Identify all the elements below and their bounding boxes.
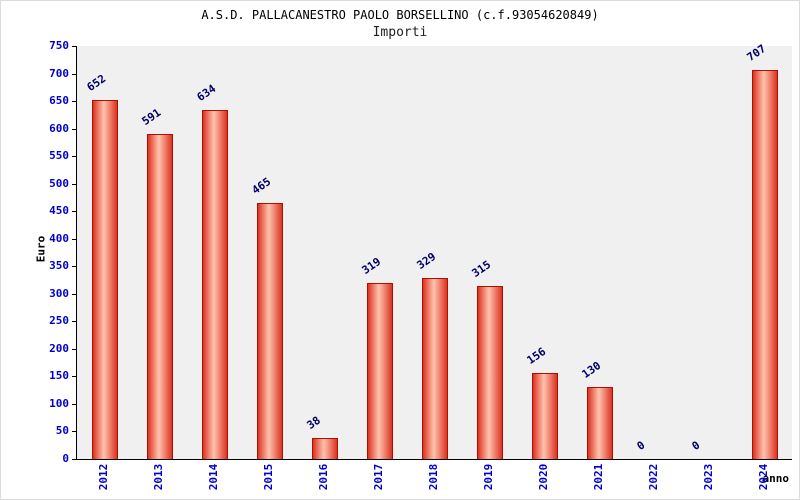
- bar: [147, 134, 173, 459]
- bar: [477, 286, 503, 459]
- y-tick-label: 450: [49, 204, 69, 218]
- x-tick-label: 2017: [372, 463, 385, 491]
- bar: [202, 110, 228, 459]
- x-tick-label: 2019: [482, 463, 495, 491]
- y-tick-mark: [72, 293, 76, 295]
- bar: [422, 278, 448, 459]
- y-tick-mark: [72, 348, 76, 350]
- plot-area: [76, 46, 792, 460]
- y-tick-label: 50: [55, 424, 69, 438]
- bar: [92, 100, 118, 459]
- bar: [752, 70, 778, 459]
- x-tick-label: 2013: [152, 463, 165, 491]
- x-tick-label: 2020: [537, 463, 550, 491]
- y-tick-mark: [72, 73, 76, 75]
- x-tick-label: 2014: [207, 463, 220, 491]
- y-tick-mark: [72, 46, 76, 47]
- y-tick-mark: [72, 321, 76, 323]
- y-tick-label: 100: [49, 396, 69, 410]
- y-tick-label: 350: [49, 259, 69, 273]
- y-tick-mark: [72, 431, 76, 433]
- y-tick-mark: [72, 101, 76, 103]
- chart-subtitle: Importi: [372, 25, 428, 40]
- y-tick-label: 650: [49, 94, 69, 108]
- x-tick-label: 2018: [427, 463, 440, 491]
- y-tick-mark: [72, 238, 76, 240]
- y-tick-label: 150: [49, 369, 69, 383]
- bar: [367, 283, 393, 459]
- y-tick-label: 300: [49, 286, 69, 300]
- y-tick-label: 700: [49, 66, 69, 80]
- y-tick-label: 400: [49, 231, 69, 245]
- y-tick-mark: [72, 211, 76, 213]
- x-tick-label: 2012: [97, 463, 110, 491]
- x-axis-title: anno: [762, 472, 790, 485]
- chart-title: A.S.D. PALLACANESTRO PAOLO BORSELLINO (c…: [201, 8, 599, 22]
- bar: [257, 203, 283, 459]
- y-tick-label: 200: [49, 341, 69, 355]
- y-tick-mark: [72, 128, 76, 130]
- x-tick-label: 2016: [317, 463, 330, 491]
- y-tick-mark: [72, 459, 76, 460]
- x-tick-label: 2021: [592, 463, 605, 491]
- x-tick-label: 2024: [757, 463, 770, 491]
- y-tick-label: 750: [49, 39, 69, 52]
- y-tick-mark: [72, 183, 76, 185]
- y-tick-mark: [72, 403, 76, 405]
- x-tick-label: 2015: [262, 463, 275, 491]
- bar: [532, 373, 558, 459]
- y-tick-label: 600: [49, 121, 69, 135]
- y-tick-mark: [72, 156, 76, 158]
- bar: [587, 387, 613, 459]
- y-tick-label: 550: [49, 149, 69, 163]
- bar: [312, 438, 338, 459]
- y-tick-label: 250: [49, 314, 69, 328]
- y-tick-mark: [72, 266, 76, 268]
- y-tick-label: 0: [62, 452, 69, 465]
- x-tick-label: 2022: [647, 463, 660, 491]
- y-tick-label: 500: [49, 176, 69, 190]
- y-tick-mark: [72, 376, 76, 378]
- x-tick-label: 2023: [702, 463, 715, 491]
